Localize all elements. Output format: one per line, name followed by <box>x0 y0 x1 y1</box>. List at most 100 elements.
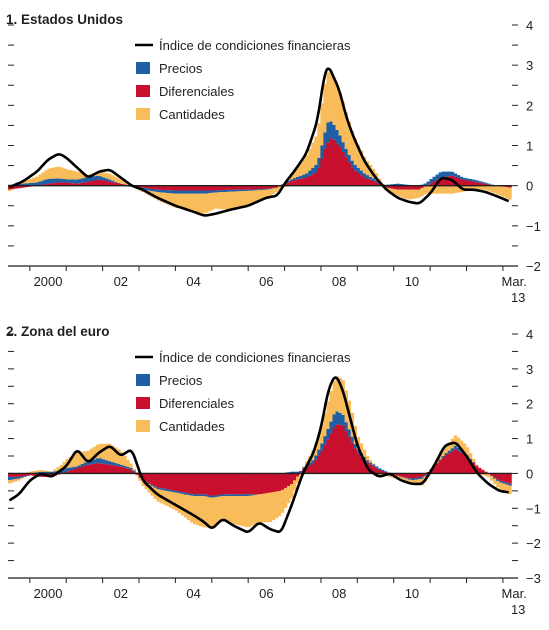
bar-cantidades <box>296 476 300 484</box>
bar-precios <box>38 181 42 186</box>
bar-precios <box>223 494 227 497</box>
bar-cantidades <box>53 469 57 472</box>
bar-diferenciales <box>286 473 291 487</box>
bar-cantidades <box>183 494 188 518</box>
bar-cantidades <box>238 496 242 526</box>
bar-precios <box>205 190 209 194</box>
bar-precios <box>338 412 342 425</box>
bar-diferenciales <box>44 184 48 186</box>
bar-diferenciales <box>274 185 279 188</box>
bar-precios <box>150 484 154 487</box>
bar-cantidades <box>502 483 506 492</box>
bar-diferenciales <box>247 185 251 190</box>
bar-diferenciales <box>259 185 264 190</box>
bar-diferenciales <box>199 185 203 191</box>
y-tick-label: 1 <box>526 139 533 154</box>
bar-cantidades <box>450 185 455 194</box>
bar-diferenciales <box>411 185 415 190</box>
bar-cantidades <box>447 442 452 451</box>
bar-precios <box>308 170 312 176</box>
bar-precios <box>247 189 251 191</box>
bar-diferenciales <box>177 473 182 492</box>
y-tick-label: 3 <box>526 58 533 73</box>
bar-diferenciales <box>229 473 233 495</box>
bar-cantidades <box>435 185 439 194</box>
bar-precios <box>286 180 291 183</box>
bar-cantidades <box>508 485 512 495</box>
bar-diferenciales <box>462 179 467 186</box>
bar-cantidades <box>408 479 412 484</box>
bar-cantidades <box>253 190 258 204</box>
x-tick-label: 08 <box>332 274 346 289</box>
bar-precios <box>232 494 236 497</box>
bar-cantidades <box>444 185 449 194</box>
bar-precios <box>214 495 218 498</box>
bar-cantidades <box>199 496 203 527</box>
bar-cantidades <box>65 169 69 180</box>
bar-precios <box>302 174 306 179</box>
bar-diferenciales <box>211 473 215 496</box>
bar-precios <box>220 494 224 497</box>
bar-precios <box>86 461 91 465</box>
bar-precios <box>162 189 167 193</box>
bar-cantidades <box>232 496 236 525</box>
bar-cantidades <box>83 451 88 463</box>
bar-diferenciales <box>235 185 239 190</box>
bar-precios <box>481 181 485 184</box>
bar-precios <box>353 443 358 449</box>
bar-precios <box>186 493 191 496</box>
legend-swatch-cantidades <box>136 420 150 432</box>
bar-precios <box>247 494 251 496</box>
bar-precios <box>186 190 191 194</box>
bar-cantidades <box>265 189 270 198</box>
bar-precios <box>368 176 373 180</box>
bar-precios <box>456 175 461 178</box>
bar-diferenciales <box>317 167 321 186</box>
bar-cantidades <box>444 445 449 454</box>
bar-diferenciales <box>332 427 336 474</box>
bar-cantidades <box>314 442 318 456</box>
bar-cantidades <box>35 470 39 473</box>
bar-cantidades <box>174 193 179 208</box>
bar-diferenciales <box>150 185 154 189</box>
bar-diferenciales <box>362 177 367 186</box>
bar-cantidades <box>180 493 185 516</box>
bar-diferenciales <box>393 185 397 190</box>
bar-precios <box>396 183 400 186</box>
bar-diferenciales <box>314 172 318 186</box>
bar-precios <box>368 462 373 465</box>
bar-diferenciales <box>502 473 506 482</box>
bar-diferenciales <box>183 185 188 191</box>
bar-cantidades <box>8 189 12 192</box>
bar-cantidades <box>98 171 103 177</box>
bar-diferenciales <box>71 469 76 474</box>
bar-diferenciales <box>377 470 382 474</box>
bar-diferenciales <box>89 464 94 474</box>
bar-diferenciales <box>411 473 415 479</box>
bar-precios <box>196 190 200 194</box>
bar-diferenciales <box>350 442 355 474</box>
bar-diferenciales <box>250 185 254 190</box>
bar-precios <box>168 190 173 194</box>
bar-cantidades <box>402 477 406 482</box>
bar-diferenciales <box>171 185 176 191</box>
bar-diferenciales <box>308 465 312 474</box>
bar-precios <box>435 174 439 180</box>
bar-cantidades <box>280 489 285 513</box>
bar-precios <box>429 178 433 184</box>
bar-diferenciales <box>356 172 361 186</box>
bar-diferenciales <box>362 459 367 474</box>
bar-precios <box>44 179 48 185</box>
bar-cantidades <box>268 188 273 196</box>
bar-precios <box>399 184 403 186</box>
bar-diferenciales <box>323 444 327 474</box>
bar-diferenciales <box>290 181 294 186</box>
bar-diferenciales <box>147 473 151 484</box>
bar-cantidades <box>377 473 382 476</box>
bar-precios <box>414 478 418 480</box>
bar-precios <box>32 182 36 186</box>
bar-cantidades <box>229 191 233 210</box>
bar-diferenciales <box>462 454 467 474</box>
bar-cantidades <box>453 435 458 446</box>
